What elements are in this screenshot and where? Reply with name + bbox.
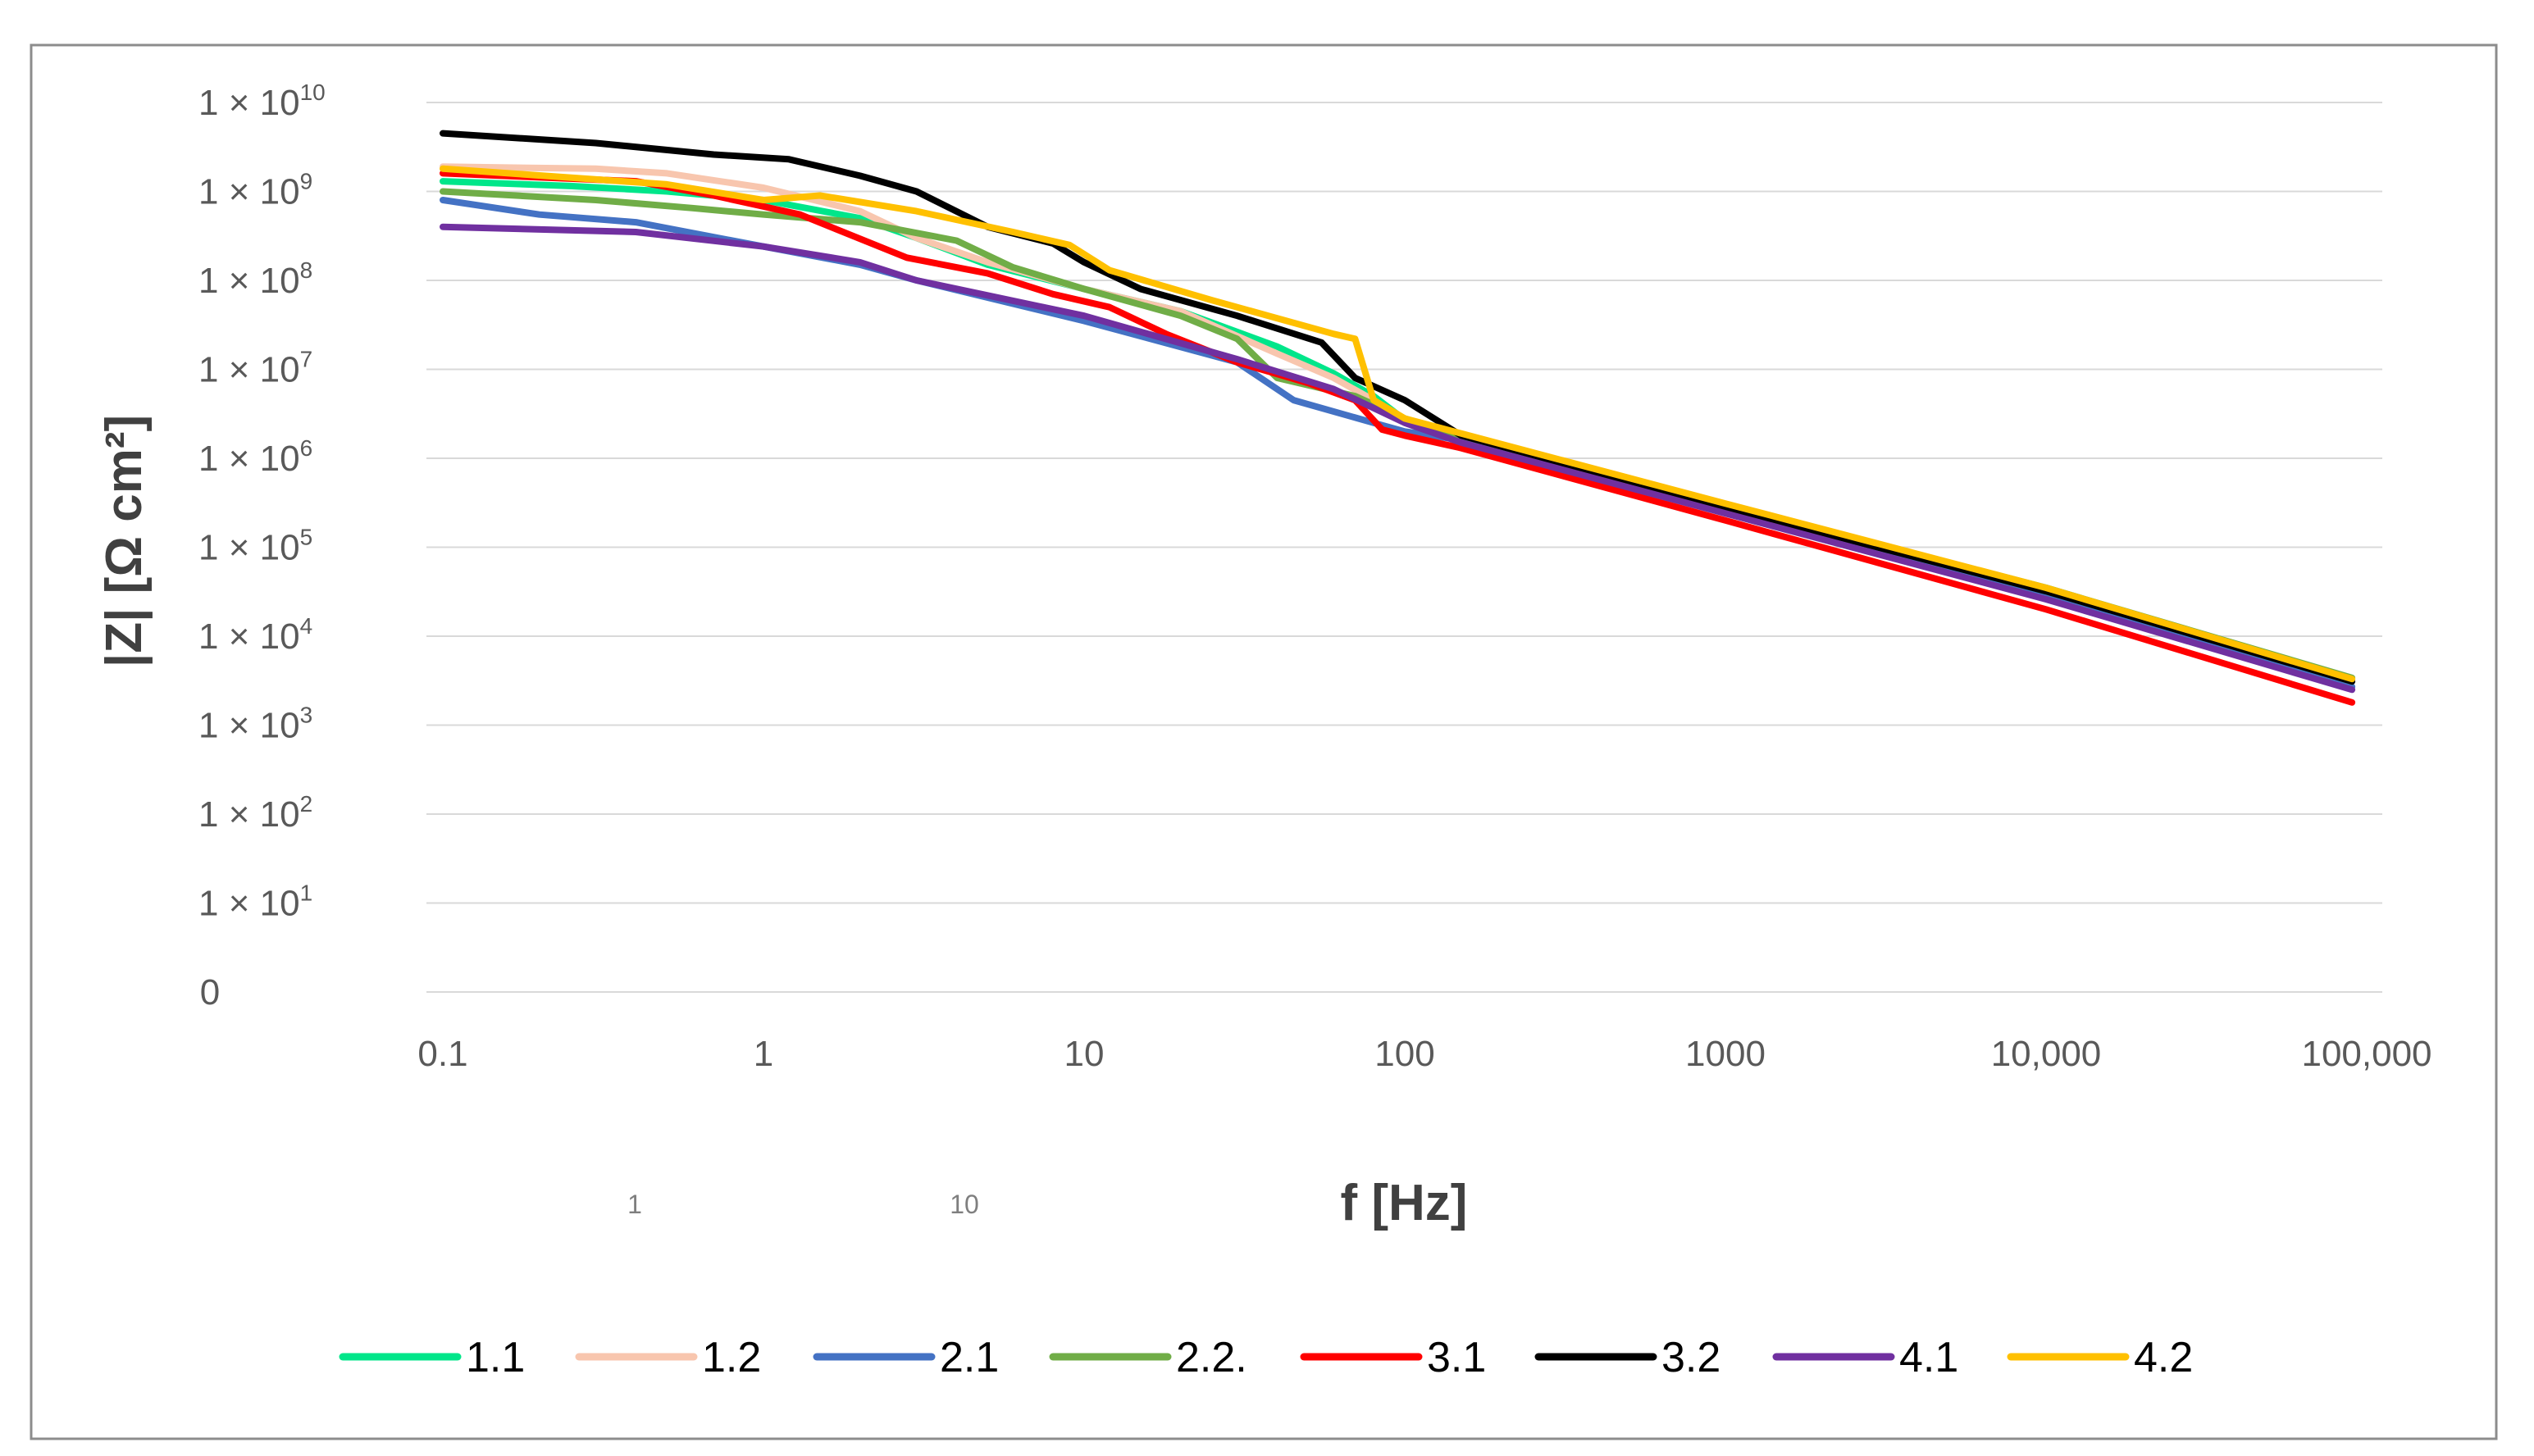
y-tick-exponent: 4 <box>300 613 313 639</box>
y-tick-label: 1 × 104 <box>198 613 312 657</box>
y-tick-exponent: 10 <box>300 80 326 105</box>
series-lines <box>440 130 2356 706</box>
legend-item: 2.2. <box>1049 1334 1247 1381</box>
y-tick-exponent: 8 <box>300 257 313 283</box>
legend-label: 1.2 <box>702 1334 761 1381</box>
y-tick-exponent: 1 <box>300 880 313 906</box>
y-tick-label: 1 × 106 <box>198 435 312 479</box>
legend-label: 2.1 <box>940 1334 999 1381</box>
y-tick-exponent: 2 <box>300 791 313 817</box>
legend-label: 3.2 <box>1661 1334 1720 1381</box>
legend-label: 1.1 <box>466 1334 525 1381</box>
legend-item: 2.1 <box>813 1334 999 1381</box>
gridlines <box>426 102 2382 993</box>
y-tick-exponent: 9 <box>300 169 313 194</box>
series-line-4-1 <box>440 223 2356 694</box>
legend-item: 1.1 <box>339 1334 525 1381</box>
y-tick-base: 1 × 10 <box>198 83 300 123</box>
legend-label: 4.2 <box>2134 1334 2193 1381</box>
y-tick-label: 1 × 1010 <box>198 80 326 123</box>
y-tick-label: 1 × 107 <box>198 347 312 390</box>
legend-item: 3.1 <box>1300 1334 1486 1381</box>
y-tick-label: 1 × 105 <box>198 525 312 568</box>
x-tick-label: 1 <box>754 1034 773 1074</box>
y-tick-label: 1 × 108 <box>198 257 312 301</box>
legend-item: 1.2 <box>575 1334 761 1381</box>
y-tick-label: 1 × 103 <box>198 703 312 746</box>
y-tick-exponent: 5 <box>300 525 313 550</box>
x-axis-ticks: 0.1 1 10 100 1000 10,000 100,000 <box>417 1034 2431 1074</box>
y-tick-exponent: 3 <box>300 703 313 728</box>
y-tick-base: 1 × 10 <box>198 350 300 390</box>
series-line-4-2 <box>440 165 2356 683</box>
x-tick-label: 100 <box>1374 1034 1434 1074</box>
legend-label: 4.1 <box>1899 1334 1958 1381</box>
stray-label: 10 <box>950 1190 979 1219</box>
y-tick-label: 0 <box>200 972 220 1012</box>
x-tick-label: 0.1 <box>417 1034 467 1074</box>
y-tick-exponent: 7 <box>300 347 313 372</box>
y-tick-label: 1 × 109 <box>198 169 312 212</box>
y-tick-base: 1 × 10 <box>198 261 300 301</box>
legend-item: 3.2 <box>1534 1334 1720 1381</box>
x-tick-label: 10 <box>1064 1034 1105 1074</box>
y-tick-label: 1 × 101 <box>198 880 312 924</box>
x-axis-title: f [Hz] <box>1341 1175 1468 1231</box>
y-tick-base: 1 × 10 <box>198 528 300 568</box>
y-tick-base: 1 × 10 <box>198 617 300 657</box>
y-tick-base: 1 × 10 <box>198 172 300 212</box>
y-tick-base: 1 × 10 <box>198 884 300 924</box>
x-tick-label: 1000 <box>1685 1034 1766 1074</box>
chart-border <box>30 43 2498 1440</box>
x-tick-label: 10,000 <box>1991 1034 2102 1074</box>
y-tick-label: 1 × 102 <box>198 791 312 835</box>
y-tick-base: 1 × 10 <box>198 706 300 746</box>
legend-item: 4.1 <box>1772 1334 1958 1381</box>
legend-label: 2.2. <box>1176 1334 1247 1381</box>
y-tick-base: 1 × 10 <box>198 794 300 835</box>
stray-label: 1 <box>627 1190 642 1219</box>
legend-item: 4.2 <box>2007 1334 2193 1381</box>
x-tick-label: 100,000 <box>2301 1034 2431 1074</box>
legend: 1.1 1.2 2.1 2.2. 3.1 3.2 4.1 4.2 <box>339 1334 2193 1381</box>
y-tick-base: 1 × 10 <box>198 439 300 479</box>
y-tick-exponent: 6 <box>300 435 313 461</box>
legend-label: 3.1 <box>1427 1334 1486 1381</box>
y-axis-title: |Z| [Ω cm²] <box>96 415 153 667</box>
stray-labels: 1 10 <box>627 1190 979 1219</box>
